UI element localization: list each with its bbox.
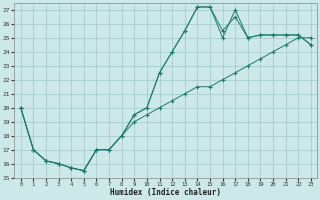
X-axis label: Humidex (Indice chaleur): Humidex (Indice chaleur) [110,188,221,197]
